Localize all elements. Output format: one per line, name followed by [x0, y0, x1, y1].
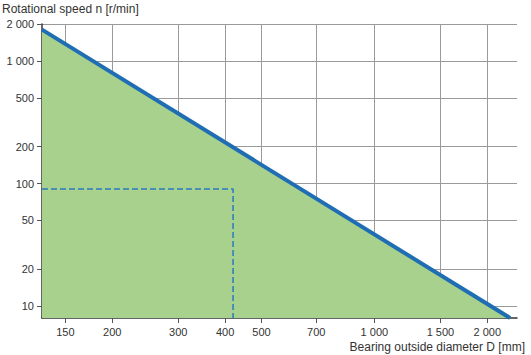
svg-text:500: 500 — [252, 326, 270, 338]
svg-text:50: 50 — [22, 214, 34, 226]
svg-text:200: 200 — [103, 326, 121, 338]
svg-text:1 000: 1 000 — [361, 326, 389, 338]
svg-text:700: 700 — [307, 326, 325, 338]
svg-text:2 000: 2 000 — [6, 18, 34, 30]
svg-text:Rotational speed n [r/min]: Rotational speed n [r/min] — [2, 2, 139, 16]
svg-text:1 500: 1 500 — [427, 326, 455, 338]
svg-text:400: 400 — [216, 326, 234, 338]
svg-text:2 000: 2 000 — [474, 326, 502, 338]
svg-text:500: 500 — [16, 92, 34, 104]
svg-text:100: 100 — [16, 178, 34, 190]
svg-text:20: 20 — [22, 263, 34, 275]
svg-text:Bearing outside diameter D [mm: Bearing outside diameter D [mm] — [350, 340, 525, 354]
svg-text:1 000: 1 000 — [6, 55, 34, 67]
svg-text:150: 150 — [56, 326, 74, 338]
svg-text:300: 300 — [169, 326, 187, 338]
svg-text:200: 200 — [16, 141, 34, 153]
svg-text:10: 10 — [22, 300, 34, 312]
